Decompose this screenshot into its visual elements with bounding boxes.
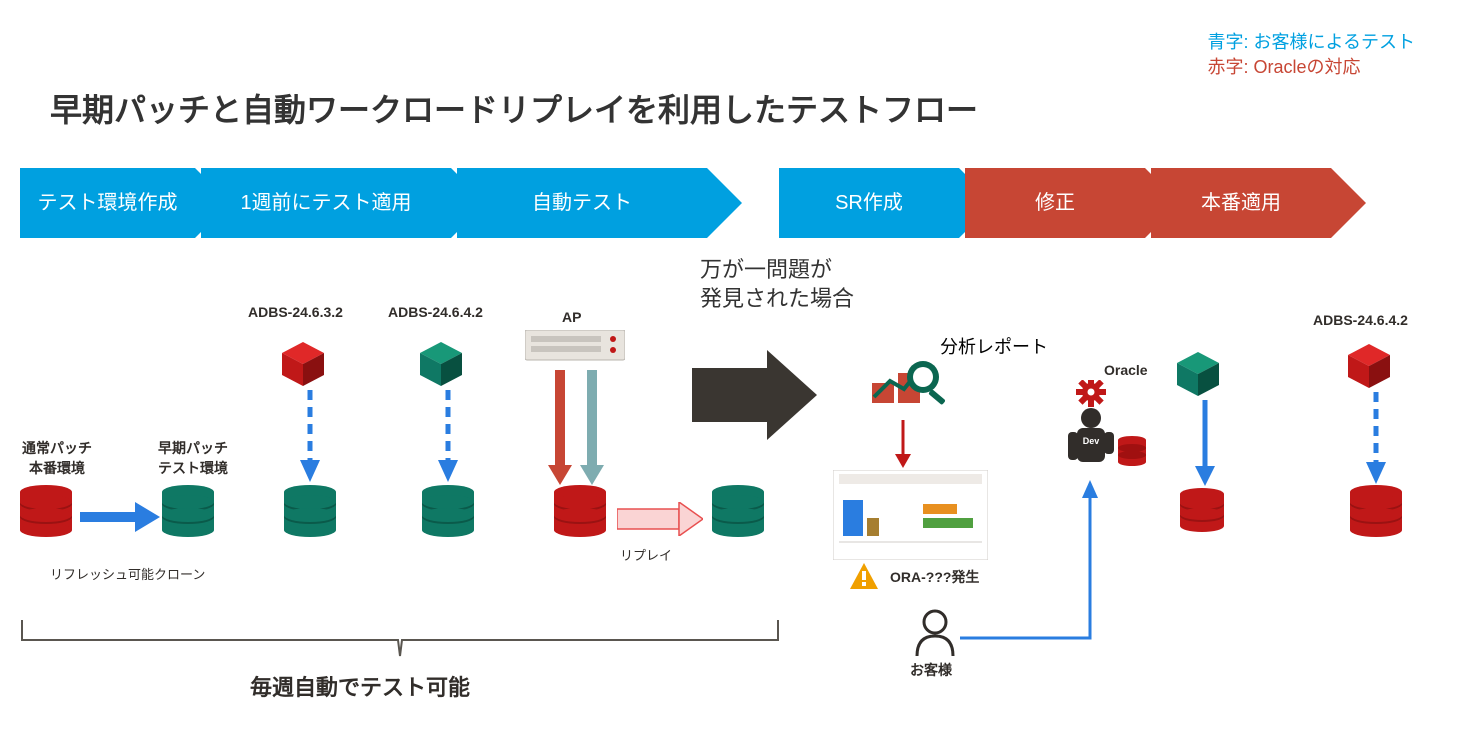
customer-icon: [912, 608, 958, 658]
db-icon-final: [1348, 485, 1404, 537]
auto-test-label: 毎週自動でテスト可能: [250, 670, 470, 702]
db-icon-ap: [552, 485, 608, 537]
warning-icon: [850, 563, 878, 589]
db-icon-test: [160, 485, 216, 537]
oracle-dev-icon: Dev: [1066, 380, 1150, 476]
adbs-final-label: ADBS-24.6.4.2: [1313, 312, 1408, 328]
arrow-fix-down: [1195, 400, 1215, 486]
bracket: [20, 620, 780, 660]
cube-icon-red-1: [280, 340, 326, 388]
diagram-canvas: 通常パッチ 本番環境 早期パッチ テスト環境 リフレッシュ可能クローン ADBS…: [0, 0, 1475, 737]
elbow-arrow: [960, 480, 1108, 650]
arrow-report-down: [895, 420, 911, 468]
svg-text:Dev: Dev: [1083, 436, 1100, 446]
issue-note: 万が一問題が 発見された場合: [700, 256, 854, 313]
big-arrow-icon: [692, 350, 817, 440]
db-icon-prod: [18, 485, 74, 537]
dashed-arrow-2: [438, 390, 458, 482]
arrow-down-red: [548, 370, 572, 485]
prod-env-label: 通常パッチ 本番環境: [22, 438, 92, 478]
arrow-replay: [617, 502, 703, 536]
db-icon-fix: [1178, 488, 1226, 532]
cube-icon-green-1: [418, 340, 464, 388]
report-icon: [868, 355, 948, 417]
arrow-down-teal: [580, 370, 604, 485]
db-icon-replay: [710, 485, 766, 537]
cube-icon-red-2: [1346, 342, 1392, 390]
dashed-arrow-final: [1366, 392, 1386, 484]
adbs1-label: ADBS-24.6.3.2: [248, 304, 343, 320]
dashed-arrow-1: [300, 390, 320, 482]
db-icon-col2: [420, 485, 476, 537]
db-icon-col1: [282, 485, 338, 537]
analysis-label: 分析レポート: [940, 333, 1048, 359]
ap-label: AP: [562, 309, 581, 325]
adbs2-label: ADBS-24.6.4.2: [388, 304, 483, 320]
cube-icon-green-2: [1175, 350, 1221, 398]
server-icon: [525, 330, 625, 364]
customer-label: お客様: [910, 660, 952, 680]
oracle-label: Oracle: [1104, 362, 1148, 378]
test-env-label: 早期パッチ テスト環境: [158, 438, 228, 478]
refresh-clone-label: リフレッシュ可能クローン: [50, 564, 205, 583]
replay-label: リプレイ: [620, 545, 672, 564]
arrow-clone: [80, 502, 160, 532]
